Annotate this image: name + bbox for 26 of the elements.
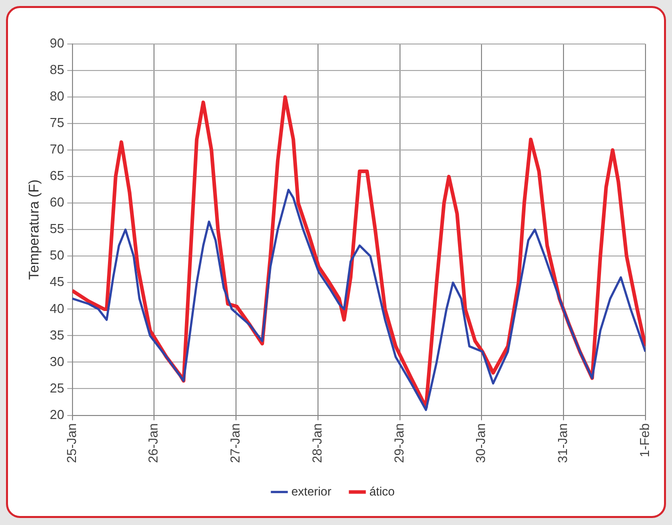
y-tick-label: 35: [50, 327, 64, 342]
legend-label: exterior: [291, 484, 332, 498]
x-tick-label: 29-Jan: [391, 423, 406, 463]
x-tick-label: 31-Jan: [555, 423, 570, 463]
x-tick-label: 30-Jan: [473, 423, 488, 463]
y-tick-label: 50: [50, 248, 64, 263]
y-axis-title: Temperatura (F): [25, 179, 42, 280]
x-tick-label: 1-Feb: [636, 423, 652, 458]
y-tick-label: 30: [50, 354, 64, 369]
y-tick-label: 90: [50, 36, 64, 51]
y-tick-label: 60: [50, 194, 64, 210]
y-tick-label: 70: [50, 142, 64, 157]
x-tick-label: 25-Jan: [64, 423, 79, 463]
y-tick-label: 85: [50, 62, 64, 78]
y-tick-label: 20: [50, 406, 64, 422]
y-tick-label: 75: [50, 115, 64, 130]
y-tick-label: 80: [50, 88, 64, 104]
legend-label: ático: [369, 484, 396, 498]
y-tick-label: 55: [50, 221, 64, 236]
y-tick-label: 40: [50, 300, 64, 316]
x-tick-label: 27-Jan: [228, 423, 243, 463]
y-tick-label: 45: [50, 274, 64, 290]
y-tick-label: 65: [50, 168, 64, 184]
y-tick-label: 25: [50, 380, 64, 396]
x-tick-label: 26-Jan: [146, 423, 161, 463]
x-tick-label: 28-Jan: [309, 423, 324, 463]
